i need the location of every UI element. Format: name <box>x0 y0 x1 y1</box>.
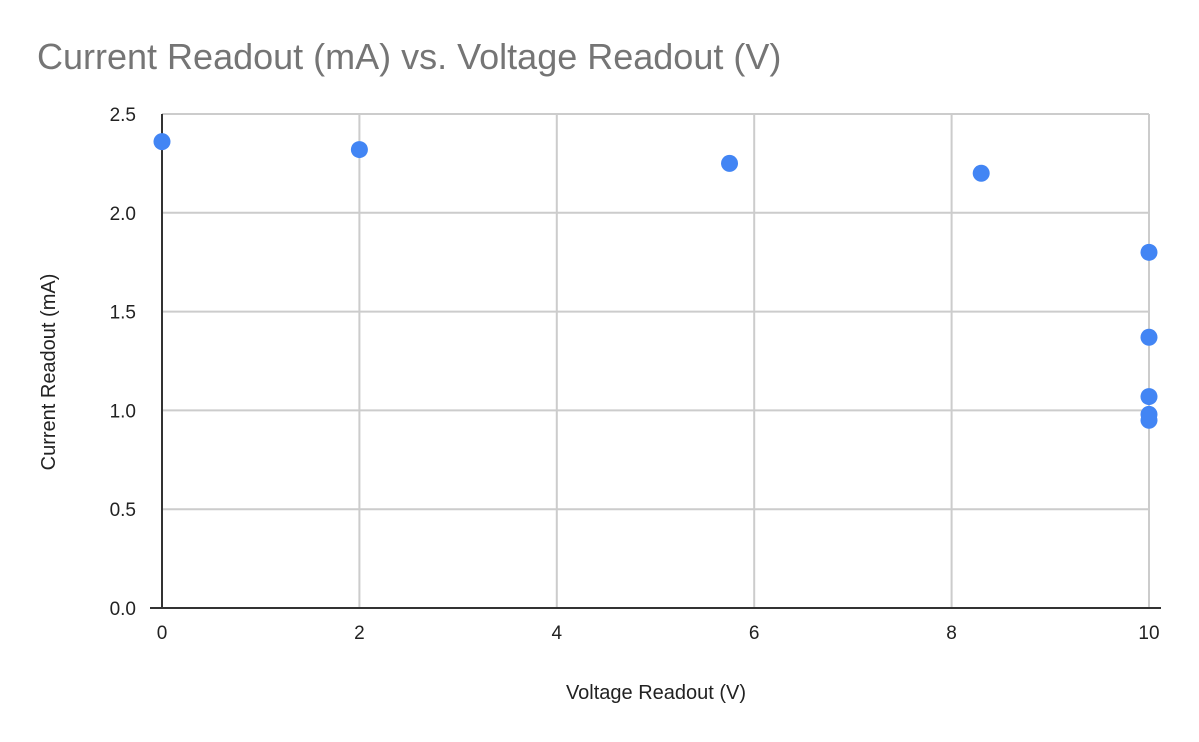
grid <box>162 113 1150 608</box>
data-point <box>1140 328 1158 346</box>
x-axis-ticks: 0 2 4 6 8 10 <box>157 623 1160 644</box>
data-point <box>1140 243 1158 261</box>
data-point <box>153 133 171 151</box>
data-point <box>972 164 990 182</box>
chart-title: Current Readout (mA) vs. Voltage Readout… <box>37 36 781 77</box>
y-tick-label: 0.0 <box>110 599 136 620</box>
y-tick-label: 2.5 <box>110 105 136 126</box>
y-axis-ticks: 0.0 0.5 1.0 1.5 2.0 2.5 <box>110 105 136 620</box>
data-point <box>350 141 368 159</box>
x-axis-title: Voltage Readout (V) <box>566 682 746 704</box>
y-tick-label: 2.0 <box>110 204 136 225</box>
x-tick-label: 4 <box>552 623 563 644</box>
data-point <box>721 154 739 172</box>
y-tick-label: 1.0 <box>110 401 136 422</box>
y-tick-label: 1.5 <box>110 303 136 324</box>
data-point <box>1140 411 1158 429</box>
axes <box>150 114 1161 609</box>
x-tick-label: 2 <box>354 623 365 644</box>
x-tick-label: 10 <box>1138 623 1159 644</box>
x-tick-label: 0 <box>157 623 168 644</box>
x-tick-label: 6 <box>749 623 760 644</box>
data-point <box>1140 388 1158 406</box>
y-axis-title: Current Readout (mA) <box>38 274 60 471</box>
x-tick-label: 8 <box>946 623 957 644</box>
data-points <box>153 133 1158 429</box>
y-tick-label: 0.5 <box>110 500 136 521</box>
